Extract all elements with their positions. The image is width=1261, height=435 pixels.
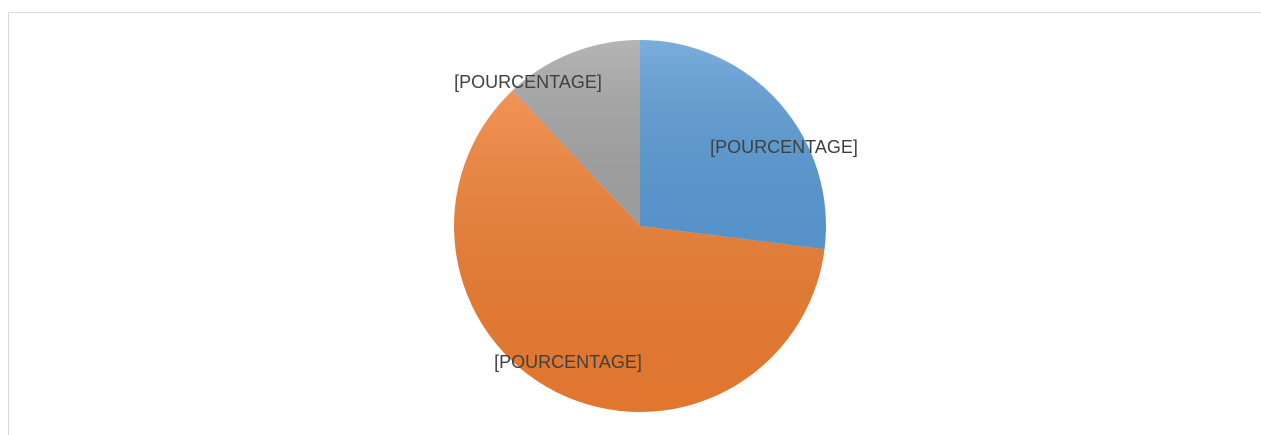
data-label: [POURCENTAGE] [454, 72, 602, 92]
pie-slice-shade [512, 40, 640, 226]
data-label: [POURCENTAGE] [710, 137, 858, 157]
pie-slice-shade [640, 40, 826, 250]
data-label: [POURCENTAGE] [494, 352, 642, 372]
pie-slice-shade [453, 90, 825, 412]
chart-frame [8, 12, 1261, 435]
